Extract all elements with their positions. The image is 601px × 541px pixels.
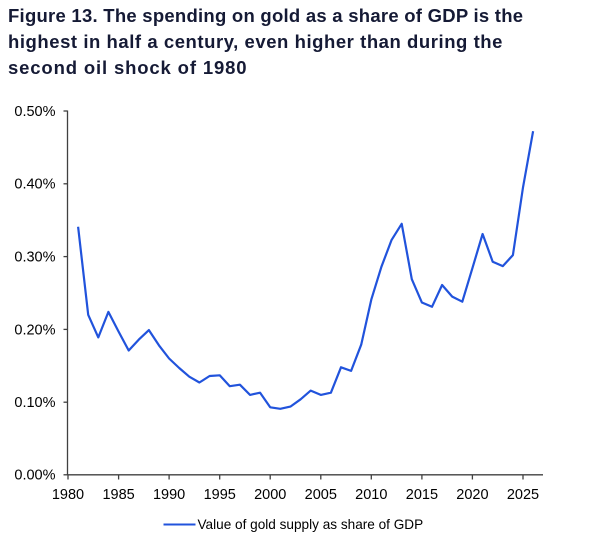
svg-text:0.40%: 0.40% [14,177,55,193]
svg-text:0.00%: 0.00% [14,468,55,484]
svg-text:1980: 1980 [52,487,84,503]
svg-text:2020: 2020 [456,487,488,503]
svg-text:2000: 2000 [254,487,286,503]
svg-text:0.10%: 0.10% [14,395,55,411]
svg-text:Value of gold supply as share: Value of gold supply as share of GDP [198,517,424,532]
svg-text:2025: 2025 [507,487,539,503]
svg-text:0.50%: 0.50% [14,104,55,120]
svg-text:1985: 1985 [102,487,134,503]
svg-text:2005: 2005 [305,487,337,503]
svg-text:2015: 2015 [406,487,438,503]
svg-text:0.30%: 0.30% [14,250,55,266]
svg-text:1995: 1995 [204,487,236,503]
svg-text:0.20%: 0.20% [14,322,55,338]
svg-text:1990: 1990 [153,487,185,503]
svg-text:2010: 2010 [355,487,387,503]
